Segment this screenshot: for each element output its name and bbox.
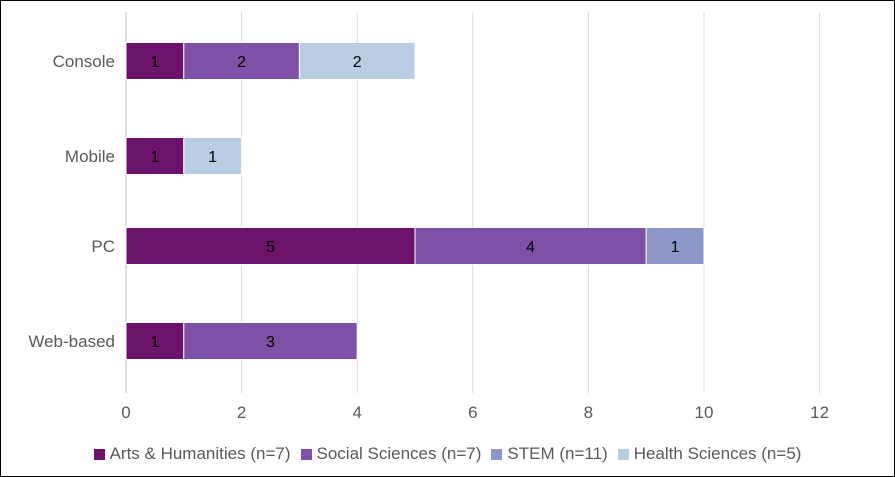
category-label: PC [91, 237, 115, 256]
legend-label: STEM (n=11) [507, 444, 608, 463]
x-tick-label: 2 [237, 403, 246, 422]
legend-swatch [491, 448, 503, 460]
legend-label: Arts & Humanities (n=7) [109, 444, 291, 463]
x-tick-label: 0 [121, 403, 130, 422]
category-label: Mobile [65, 147, 115, 166]
bar-segment [183, 137, 243, 175]
bar-segment [125, 137, 185, 175]
bar-segment [298, 42, 416, 80]
data-label: 1 [671, 239, 680, 256]
x-tick-label: 4 [352, 403, 361, 422]
data-label: 1 [208, 149, 217, 166]
data-label: 2 [353, 54, 362, 71]
legend-item: STEM (n=11) [491, 444, 608, 464]
x-tick-label: 10 [695, 403, 714, 422]
legend-swatch [93, 448, 105, 460]
bar-segment [183, 322, 358, 360]
data-label: 3 [266, 334, 275, 351]
legend-swatch [617, 448, 629, 460]
bar-segment [125, 42, 185, 80]
category-label: Console [53, 52, 115, 71]
bar-segment [183, 42, 300, 80]
data-label: 1 [150, 54, 159, 71]
legend-item: Social Sciences (n=7) [300, 444, 482, 464]
category-label: Web-based [28, 332, 115, 351]
legend-item: Health Sciences (n=5) [617, 444, 802, 464]
legend-swatch [300, 448, 312, 460]
legend-label: Social Sciences (n=7) [316, 444, 482, 463]
legend-item: Arts & Humanities (n=7) [93, 444, 291, 464]
data-label: 4 [526, 239, 535, 256]
x-tick-label: 8 [584, 403, 593, 422]
legend-label: Health Sciences (n=5) [633, 444, 802, 463]
data-label: 1 [150, 149, 159, 166]
data-label: 2 [237, 54, 246, 71]
x-tick-label: 6 [468, 403, 477, 422]
x-tick-label: 12 [810, 403, 829, 422]
bar-segment [645, 227, 705, 265]
data-label: 1 [150, 334, 159, 351]
data-label: 5 [266, 239, 275, 256]
chart-legend: Arts & Humanities (n=7) Social Sciences (… [0, 444, 895, 464]
